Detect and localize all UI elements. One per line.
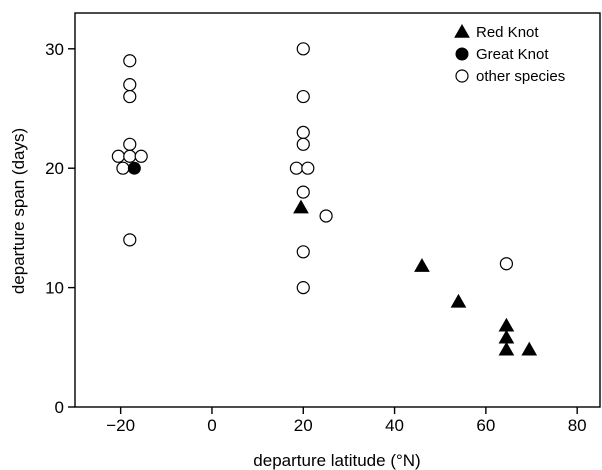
point-other-species <box>123 137 137 151</box>
point-other-species <box>123 78 137 92</box>
point-other-species <box>301 161 315 175</box>
point-other-species <box>123 233 137 247</box>
point-red-knot <box>498 341 515 356</box>
point-other-species <box>296 89 310 104</box>
point-red-knot <box>498 329 515 344</box>
point-other-species <box>296 137 310 151</box>
legend-marker-other-species <box>455 69 469 83</box>
point-red-knot <box>521 341 538 356</box>
point-other-species <box>296 125 310 139</box>
legend-marker-great-knot <box>455 47 469 61</box>
legend: Red Knot Great Knot other species <box>454 23 565 85</box>
point-other-species <box>319 209 333 223</box>
y-axis-label: departure span (days) <box>9 128 28 294</box>
y-tick-label: 10 <box>45 279 64 298</box>
y-tick-label: 20 <box>45 159 64 178</box>
point-red-knot <box>414 258 430 272</box>
point-other-species <box>296 245 310 259</box>
point-other-species <box>296 281 310 295</box>
point-red-knot <box>498 317 515 332</box>
legend-label-other-species: other species <box>476 68 565 85</box>
point-other-species <box>134 149 148 163</box>
plot-frame <box>74 12 601 408</box>
x-tick-label: 40 <box>385 416 404 435</box>
x-tick-label: 20 <box>294 416 313 435</box>
x-tick-label: −20 <box>106 416 135 435</box>
point-other-species <box>296 185 310 199</box>
axes <box>74 12 601 408</box>
point-red-knot <box>293 199 309 214</box>
point-other-species <box>123 149 137 163</box>
data-points <box>111 42 538 356</box>
legend-marker-red-knot <box>454 23 470 38</box>
y-tick-label: 30 <box>45 40 64 59</box>
point-other-species <box>123 54 137 68</box>
y-tick-label: 0 <box>55 398 64 417</box>
point-red-knot <box>450 293 467 308</box>
x-tick-label: 80 <box>568 416 587 435</box>
legend-label-great-knot: Great Knot <box>476 46 549 63</box>
point-other-species <box>123 89 137 104</box>
x-axis-label: departure latitude (°N) <box>253 451 420 470</box>
point-other-species <box>289 161 304 175</box>
x-tick-label: 0 <box>207 416 216 435</box>
point-other-species <box>111 149 125 163</box>
point-other-species <box>296 42 310 56</box>
point-great-knot <box>127 161 141 175</box>
tick-group: −20 0 20 40 60 80 0 10 20 30 <box>45 40 587 435</box>
point-other-species <box>116 161 130 175</box>
point-other-species <box>499 257 514 271</box>
legend-label-red-knot: Red Knot <box>476 24 539 41</box>
x-tick-label: 60 <box>476 416 495 435</box>
